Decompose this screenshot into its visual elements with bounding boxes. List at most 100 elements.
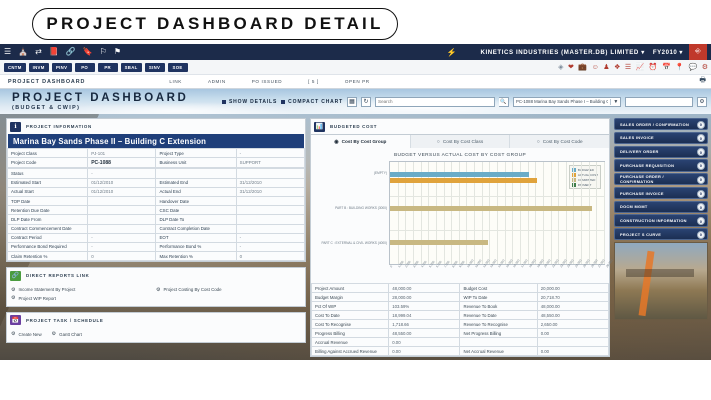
breadcrumb-link-link[interactable]: LINK	[169, 79, 182, 84]
person-icon[interactable]: ♟	[603, 64, 610, 71]
book-icon[interactable]: 📕	[48, 47, 59, 56]
flag-icon[interactable]: ⚑	[113, 47, 122, 56]
module-chip-soe[interactable]: SOE	[167, 62, 188, 72]
tab-cost-by-cost-code[interactable]: ○ Cost By Cost Code	[510, 135, 609, 148]
transfer-icon[interactable]: ⇄	[35, 47, 42, 56]
refresh-icon[interactable]: ↻	[361, 96, 371, 107]
breadcrumb-link-open-pr[interactable]: OPEN PR	[344, 79, 370, 84]
menu-icon[interactable]: ☰	[4, 47, 12, 56]
module-chip-pinv[interactable]: PINV	[51, 62, 72, 72]
table-row: Retention Due Date CSC Date	[6, 205, 306, 216]
report-link-project-wip[interactable]: ⚙ Project WIP Report	[11, 294, 156, 303]
metric-value: 0.00	[388, 346, 461, 356]
breadcrumb-link-admin[interactable]: ADMIN	[207, 79, 226, 84]
bookmark-icon[interactable]: 🔖	[82, 47, 93, 56]
module-chip-invm[interactable]: INVM	[28, 62, 49, 72]
search-icon[interactable]: 🔍	[499, 96, 509, 107]
power-icon[interactable]: ⎆	[689, 44, 707, 60]
sidebar-item-label: DELIVERY ORDER	[620, 149, 659, 155]
compact-chart-toggle[interactable]: COMPACT CHART	[281, 99, 343, 105]
chart-icon[interactable]: 📈	[635, 64, 645, 71]
sidebar-item-docm-mgmt[interactable]: DOCM MGMT 0	[614, 200, 708, 213]
field-label: DLP Date From	[6, 214, 89, 225]
bolt-icon[interactable]: ⚡	[446, 47, 457, 57]
task-link-gantt-chart[interactable]: ⚙ Gantt Chart	[52, 330, 82, 339]
module-chip-cntm[interactable]: CNTM	[4, 62, 26, 72]
breadcrumb-link-po-issued[interactable]: PO ISSUED	[251, 79, 283, 84]
sidebar-item-purchase-requisition[interactable]: PURCHASE REQUISITION 0	[614, 159, 708, 172]
briefcase-icon[interactable]: 💼	[578, 64, 588, 71]
sidebar-item-project-s-curve[interactable]: PROJECT S CURVE 0	[614, 228, 708, 241]
top-navigation-bar: ☰ ⛪ ⇄ 📕 🔗 🔖 ⚐ ⚑ ⚡ KINETICS INDUSTRIES (M…	[0, 44, 711, 60]
users-icon[interactable]: ☺	[591, 63, 599, 71]
search-field[interactable]	[375, 96, 495, 107]
printer-icon[interactable]: 🖶	[699, 77, 706, 84]
sidebar-item-sales-invoice[interactable]: SALES INVOICE 0	[614, 131, 708, 144]
chart-container: BUDGET VERSUS ACTUAL COST BY COST GROUP …	[311, 148, 614, 283]
heart-icon[interactable]: ❤	[568, 64, 574, 71]
table-row: Pct Of WIP 103.59% Revenue To Book 48,000.0…	[310, 301, 610, 311]
tab-cost-by-cost-group[interactable]: ◉ Cost By Cost Group	[311, 135, 411, 148]
report-link-label: Project Costing By Cost Code	[163, 287, 222, 293]
company-selector[interactable]: KINETICS INDUSTRIES (MASTER.DB) LIMITED …	[480, 48, 645, 56]
field-label: Status	[6, 168, 89, 179]
field-value: -	[87, 168, 157, 179]
sidebar-item-label: PURCHASE INVOICE	[620, 190, 664, 196]
project-identity-table: Project Class PJ-101 Project Type - Proj…	[6, 147, 306, 169]
breadcrumb-count: [ 5 ]	[308, 79, 319, 84]
report-link-income-statement[interactable]: ⚙ Income Statement By Project	[11, 285, 156, 294]
secondary-input[interactable]	[625, 96, 693, 107]
sidebar-item-construction-information[interactable]: CONSTRUCTION INFORMATION 0	[614, 214, 708, 227]
module-chip-po[interactable]: PO	[74, 62, 95, 72]
metric-value: 48,550.00	[388, 328, 461, 338]
gear-icon[interactable]: ⚙	[701, 64, 708, 71]
report-link-project-costing[interactable]: ⚙ Project Costing By Cost Code	[156, 285, 301, 294]
report-link-label: Project WIP Report	[18, 295, 56, 301]
sidebar-item-delivery-order[interactable]: DELIVERY ORDER 0	[614, 145, 708, 158]
pin-icon[interactable]: 📍	[675, 64, 684, 71]
project-select[interactable]: PC-1088 Marina Bay Sands Phase I – Build…	[513, 96, 621, 107]
sidebar-item-purchase-order-confirmation[interactable]: PURCHASE ORDER / CONFIRMATION 0	[614, 173, 708, 186]
right-sidebar: SALES ORDER / CONFIRMATION 0 SALES INVOICE…	[614, 118, 708, 321]
list-icon[interactable]: ☰	[624, 64, 632, 71]
table-row: Cost To Date 18,999.04 Revenue To Date 48,5…	[310, 310, 610, 320]
link-icon[interactable]: 🔗	[65, 47, 76, 56]
chat-icon[interactable]: 💬	[688, 64, 698, 71]
grid-line	[527, 162, 529, 264]
project-information-header: ℹ PROJECT INFORMATION	[7, 119, 305, 134]
field-label: Performance Bond %	[155, 241, 237, 253]
settings-gear-icon[interactable]: ⚙	[697, 96, 707, 107]
clock-icon[interactable]: ⏰	[648, 64, 658, 71]
task-link-create-new[interactable]: ⚙ Create New	[11, 330, 42, 339]
field-value	[235, 168, 306, 179]
home-icon[interactable]: ⛪	[18, 47, 29, 56]
diamond-icon[interactable]: ◈	[558, 64, 564, 71]
fiscal-year-selector[interactable]: FY2010 ▾	[652, 48, 683, 56]
tab-cost-by-cost-class[interactable]: ○ Cost By Cost Class	[411, 135, 511, 148]
table-row: Claim Retention % 0 Max Retention % 0	[6, 251, 306, 262]
share-icon[interactable]: ❖	[614, 64, 621, 71]
module-chip-sinv[interactable]: SINV	[144, 62, 165, 72]
module-chip-sbal[interactable]: SBAL	[120, 62, 142, 72]
banner-toolbar: SHOW DETAILS COMPACT CHART ▦ ↻ 🔍 PC-1088…	[221, 96, 711, 107]
sidebar-item-sales-order-confirmation[interactable]: SALES ORDER / CONFIRMATION 0	[614, 118, 708, 131]
tab-label: Cost By Cost Code	[542, 139, 583, 144]
flag-outline-icon[interactable]: ⚐	[99, 47, 107, 56]
decorative-photo	[614, 242, 708, 321]
search-input[interactable]	[378, 99, 492, 104]
grid-line	[397, 162, 399, 264]
field-label: Claim Retention %	[6, 251, 89, 262]
grid-line	[497, 162, 498, 264]
grid-line	[412, 162, 414, 264]
table-row: Accrual Revenue 0.00	[310, 337, 610, 347]
sidebar-item-purchase-invoice[interactable]: PURCHASE INVOICE 0	[614, 186, 708, 200]
chevron-down-icon[interactable]: ▼	[610, 98, 618, 105]
grid-icon[interactable]: ▦	[347, 96, 357, 107]
show-details-toggle[interactable]: SHOW DETAILS	[221, 99, 277, 105]
grid-line	[550, 162, 552, 264]
legend-label: ACTUAL COST	[577, 172, 598, 177]
module-chip-pr[interactable]: PR	[97, 62, 118, 72]
calendar-icon[interactable]: 📅	[662, 64, 671, 71]
project-task-links: ⚙ Create New ⚙ Gantt Chart	[7, 328, 305, 342]
